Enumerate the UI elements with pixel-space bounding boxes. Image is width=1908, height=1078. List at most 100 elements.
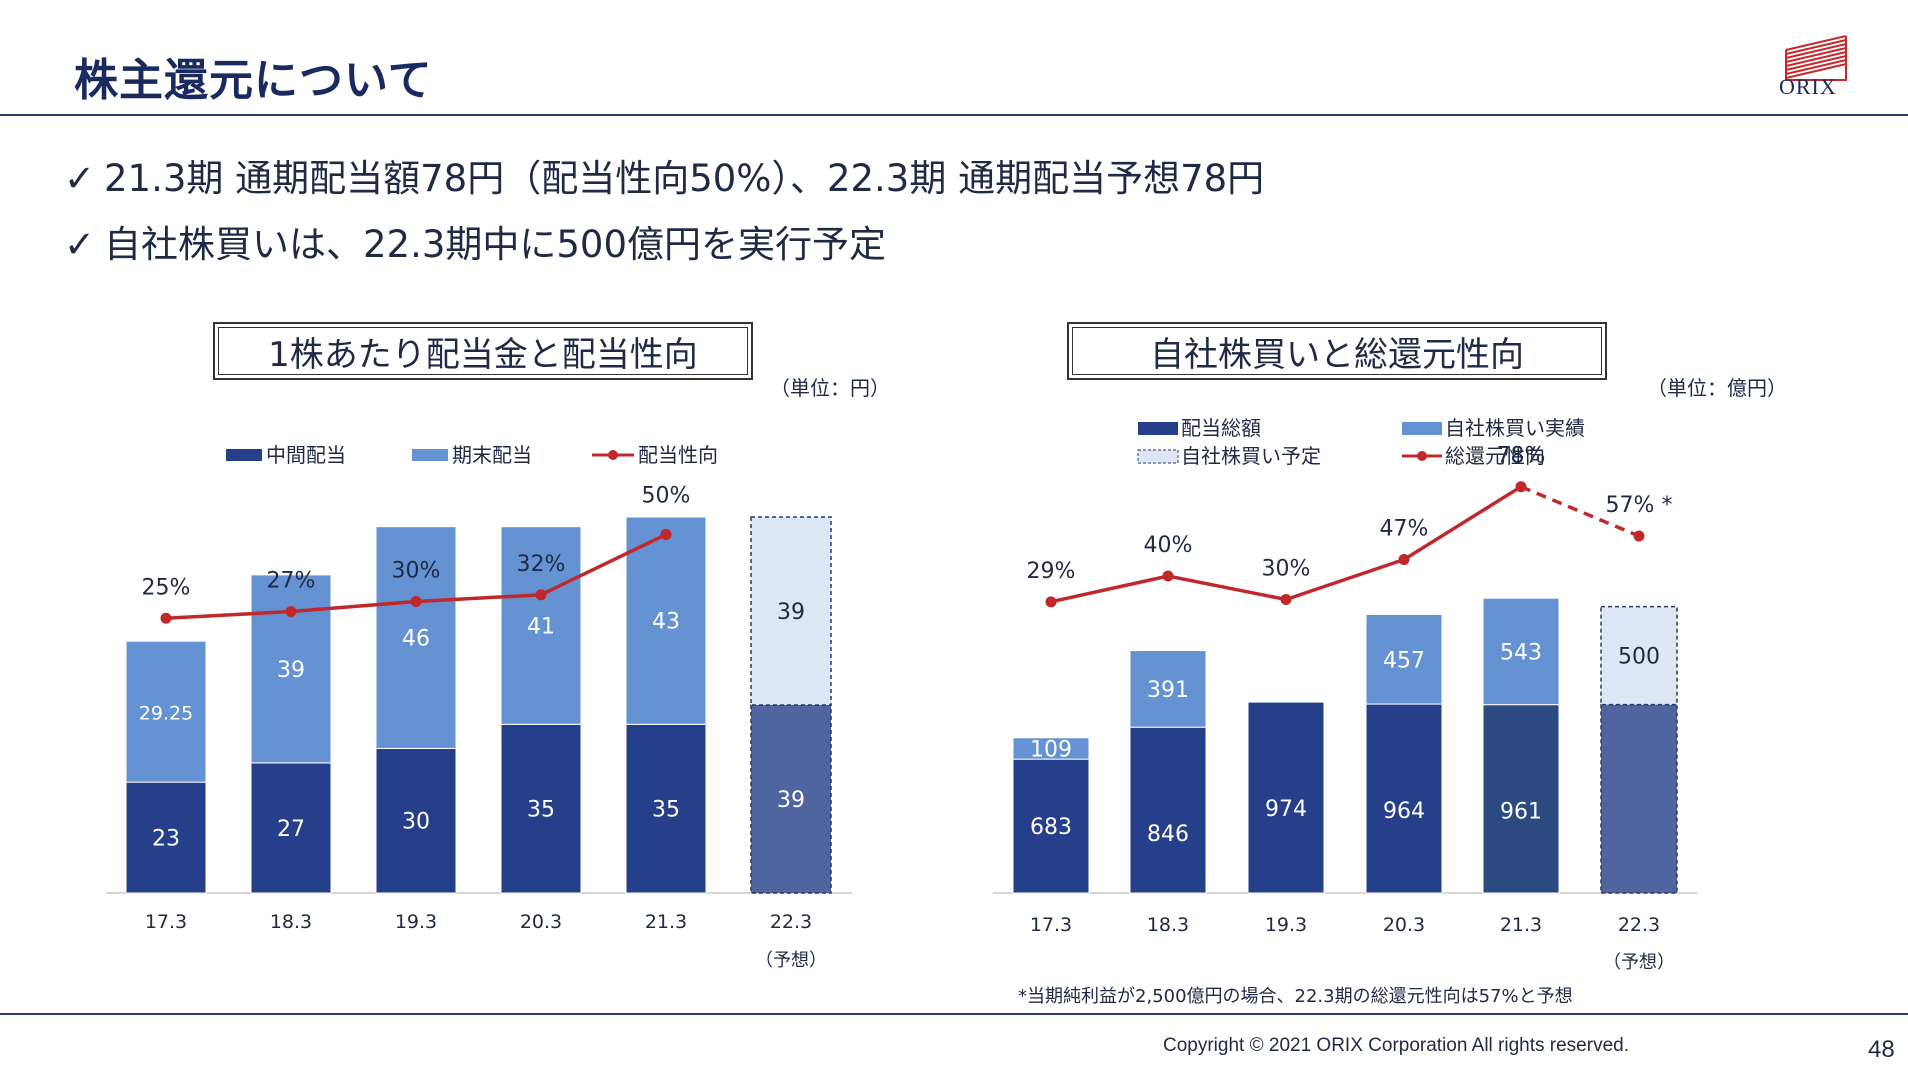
chart2-forecast-note: （予想） (1603, 952, 1675, 973)
legend-payout: 配当性向 (638, 443, 718, 467)
bullet-1-text: 21.3期 通期配当額78円（配当性向50%）、22.3期 通期配当予想78円 (104, 157, 1265, 200)
label-interim-18.3: 27 (277, 817, 305, 842)
legend-dividends-swatch (1138, 422, 1178, 435)
bar-interim-22.3 (750, 704, 832, 894)
label-interim-20.3: 35 (527, 798, 555, 823)
total-return-point-20.3 (1398, 554, 1410, 566)
orix-logo-icon (1785, 35, 1847, 81)
label-buyback-21.3: 543 (1500, 640, 1542, 665)
label-yearend-21.3: 43 (652, 610, 680, 635)
bar-buyback-22.3 (1600, 605, 1678, 706)
label-yearend-20.3: 41 (527, 614, 555, 639)
label-yearend-17.3: 29.25 (139, 703, 193, 725)
payout-label-19.3: 30% (392, 559, 441, 584)
total-return-label-21.3: 78% (1497, 444, 1546, 469)
header-divider (0, 114, 1908, 116)
label-yearend-19.3: 46 (402, 627, 430, 652)
label-dividends-18.3: 846 (1147, 822, 1189, 847)
label-interim-21.3: 35 (652, 798, 680, 823)
xtick-21.3: 21.3 (645, 911, 687, 933)
legend-buyback: 自社株買い実績 (1445, 416, 1585, 440)
bar-interim-19.3 (375, 747, 457, 894)
page-number: 48 (1868, 1036, 1895, 1063)
total-return-point-19.3 (1280, 594, 1292, 605)
legend-payout-marker (608, 450, 618, 460)
xtick-17.3: 17.3 (145, 911, 187, 933)
xtick-18.3: 18.3 (270, 911, 312, 933)
checkmark-icon: ✓ (64, 157, 96, 200)
chart1-title: 1株あたり配当金と配当性向 (213, 322, 753, 380)
bar-yearend-21.3 (625, 516, 707, 725)
legend-dividends: 配当総額 (1181, 416, 1261, 440)
chart2-unit: （単位：億円） (1647, 376, 1787, 400)
legend-planned-swatch (1137, 449, 1179, 464)
chart1-unit: （単位：円） (770, 376, 890, 400)
copyright: Copyright © 2021 ORIX Corporation All ri… (1163, 1035, 1629, 1056)
bullet-2: ✓ 自社株買いは、22.3期中に500億円を実行予定 (64, 214, 886, 268)
label-buyback-20.3: 457 (1383, 648, 1425, 673)
bar-dividends-22.3 (1600, 703, 1678, 894)
legend-yearend-swatch (412, 449, 448, 461)
label-yearend-18.3: 39 (277, 658, 305, 683)
footer-divider (0, 1013, 1908, 1015)
total-return-label-20.3: 47% (1380, 517, 1429, 542)
total-return-point-21.3 (1515, 481, 1527, 493)
xtick2-19.3: 19.3 (1265, 914, 1307, 936)
payout-point-17.3 (160, 612, 172, 624)
chart1-forecast-note: （予想） (755, 950, 827, 971)
xtick2-18.3: 18.3 (1147, 914, 1189, 936)
xtick-22.3: 22.3 (770, 911, 812, 933)
bar-interim-18.3 (250, 762, 332, 894)
legend-total-return: 総還元性向 (1445, 444, 1545, 468)
bar-dividends-17.3 (1012, 758, 1090, 894)
bar-interim-21.3 (625, 723, 707, 894)
bar-yearend-19.3 (375, 526, 457, 749)
bullet-2-text: 自社株買いは、22.3期中に500億円を実行予定 (104, 223, 887, 266)
label-dividends-19.3: 974 (1265, 797, 1307, 822)
footnote: *当期純利益が2,500億円の場合、22.3期の総還元性向は57%と予想 (1018, 986, 1573, 1007)
label-interim-22.3: 39 (777, 788, 805, 813)
label-buyback-18.3: 391 (1147, 678, 1189, 703)
bar-dividends-19.3 (1247, 701, 1325, 894)
label-yearend-22.3: 39 (777, 600, 805, 625)
logo-text: ORIX (1779, 74, 1837, 99)
bar-yearend-17.3 (125, 640, 207, 783)
xtick2-17.3: 17.3 (1030, 914, 1072, 936)
payout-label-21.3: 50% (642, 484, 691, 509)
bar-dividends-20.3 (1365, 703, 1443, 894)
total-return-point-18.3 (1162, 570, 1174, 582)
legend-yearend: 期末配当 (452, 443, 532, 467)
legend-interim-swatch (226, 449, 262, 461)
payout-point-20.3 (535, 589, 547, 601)
payout-label-20.3: 32% (517, 552, 566, 577)
bar-yearend-20.3 (500, 526, 582, 725)
total-return-label-19.3: 30% (1262, 557, 1311, 582)
total-return-line (1050, 485, 1522, 604)
payout-point-21.3 (660, 529, 672, 540)
bar-buyback-18.3 (1129, 650, 1207, 728)
bar-buyback-20.3 (1365, 613, 1443, 705)
total-return-point-17.3 (1045, 596, 1057, 608)
bar-buyback-21.3 (1482, 597, 1560, 706)
label-dividends-20.3: 964 (1383, 799, 1425, 824)
xtick-20.3: 20.3 (520, 911, 562, 933)
xtick2-21.3: 21.3 (1500, 914, 1542, 936)
payout-label-17.3: 25% (142, 575, 191, 600)
total-return-forecast-line (1520, 485, 1640, 538)
xtick-19.3: 19.3 (395, 911, 437, 933)
legend-total-return-marker (1417, 451, 1427, 461)
total-return-label-22.3: 57% * (1606, 493, 1673, 518)
total-return-point-22.3 (1633, 530, 1645, 542)
bar-interim-20.3 (500, 723, 582, 894)
bar-yearend-22.3 (750, 516, 832, 706)
xtick2-22.3: 22.3 (1618, 914, 1660, 936)
page-title: 株主還元について (74, 55, 433, 106)
label-dividends-17.3: 683 (1030, 815, 1072, 840)
payout-point-18.3 (285, 606, 297, 618)
total-return-label-18.3: 40% (1144, 533, 1193, 558)
legend-interim: 中間配当 (266, 443, 346, 467)
bar-interim-17.3 (125, 781, 207, 894)
payout-label-18.3: 27% (267, 569, 316, 594)
checkmark-icon: ✓ (64, 223, 96, 266)
